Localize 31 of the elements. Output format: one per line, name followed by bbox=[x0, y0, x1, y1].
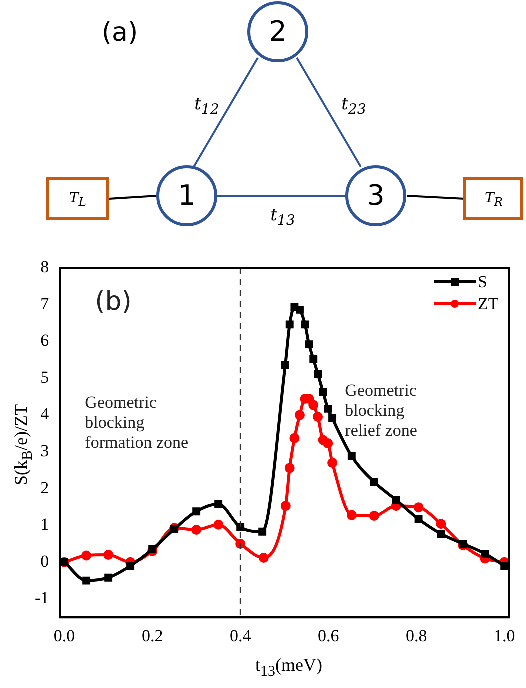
text: 2 bbox=[269, 15, 287, 48]
text: 1 bbox=[178, 179, 196, 212]
y-tick-label: 7 bbox=[40, 294, 50, 314]
text: T$_{L}$ bbox=[69, 190, 87, 210]
y-tick-label: 8 bbox=[40, 257, 50, 276]
x-tick-label: 0.6 bbox=[318, 626, 340, 646]
text: T$_{R}$ bbox=[484, 190, 504, 210]
x-tick-label: 0.4 bbox=[230, 626, 252, 646]
x-tick-label: 0.0 bbox=[54, 626, 76, 646]
y-tick-label: 5 bbox=[40, 368, 50, 387]
y-tick-label: 6 bbox=[40, 331, 50, 350]
y-tick-label: 3 bbox=[40, 441, 50, 460]
y-tick-label: 2 bbox=[40, 478, 50, 498]
text: t$_{23}$ bbox=[342, 94, 366, 118]
legend-label: ZT bbox=[478, 294, 500, 314]
annotation: Geometric blocking relief zone bbox=[345, 381, 418, 440]
y-tick-label: -1 bbox=[34, 588, 50, 608]
x-tick-label: 0.2 bbox=[142, 626, 164, 646]
x-axis-title: t$_{13}$(meV) bbox=[256, 655, 322, 680]
x-tick-label: 1.0 bbox=[494, 626, 516, 646]
y-tick-label: 4 bbox=[40, 404, 50, 424]
text: (a) bbox=[102, 18, 138, 48]
x-tick-label: 0.8 bbox=[406, 626, 428, 646]
annotation: (b) bbox=[95, 287, 132, 317]
text: t$_{13}$ bbox=[270, 206, 296, 230]
y-tick-label: 0 bbox=[40, 552, 50, 571]
text: t$_{12}$ bbox=[194, 94, 220, 118]
annotation: Geometric blocking formation zone bbox=[85, 393, 189, 452]
legend-label: S bbox=[478, 272, 488, 292]
y-tick-label: 1 bbox=[40, 515, 50, 534]
text: 3 bbox=[367, 179, 385, 212]
